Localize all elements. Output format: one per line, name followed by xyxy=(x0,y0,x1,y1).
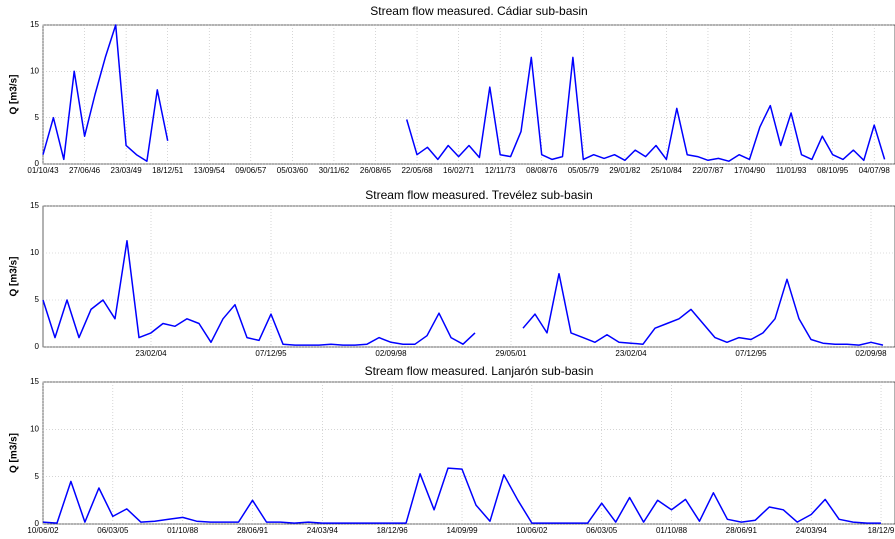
chart-title: Stream flow measured. Trevélez sub-basin xyxy=(365,188,592,202)
y-tick-label: 0 xyxy=(35,342,40,351)
x-tick-label: 28/06/91 xyxy=(726,526,758,535)
x-tick-label: 16/02/71 xyxy=(443,166,475,175)
x-tick-label: 24/03/94 xyxy=(796,526,828,535)
x-tick-label: 02/09/98 xyxy=(375,349,407,358)
y-tick-label: 0 xyxy=(35,159,40,168)
y-axis-label: Q [m3/s] xyxy=(9,74,20,114)
x-tick-label: 08/08/76 xyxy=(526,166,558,175)
y-tick-label: 15 xyxy=(30,201,39,210)
x-tick-label: 18/12/9 xyxy=(868,526,895,535)
x-tick-label: 22/07/87 xyxy=(692,166,724,175)
x-tick-label: 27/06/46 xyxy=(69,166,101,175)
plot-area xyxy=(42,24,895,165)
flow-line xyxy=(42,240,884,346)
y-tick-label: 5 xyxy=(35,295,40,304)
x-tick-label: 12/11/73 xyxy=(485,166,516,175)
x-tick-label: 29/01/82 xyxy=(609,166,641,175)
x-tick-label: 22/05/68 xyxy=(401,166,433,175)
x-tick-label: 05/03/60 xyxy=(277,166,309,175)
x-tick-label: 01/10/88 xyxy=(656,526,688,535)
y-axis-label: Q [m3/s] xyxy=(9,256,20,296)
x-tick-label: 10/06/02 xyxy=(27,526,59,535)
x-tick-label: 30/11/62 xyxy=(319,166,350,175)
x-tick-label: 18/12/51 xyxy=(152,166,184,175)
x-tick-label: 06/03/05 xyxy=(586,526,618,535)
flow-line xyxy=(42,24,886,162)
x-tick-label: 01/10/43 xyxy=(27,166,59,175)
plot-area xyxy=(42,381,895,525)
y-tick-label: 15 xyxy=(30,377,39,386)
y-tick-label: 5 xyxy=(35,472,40,481)
chart-title: Stream flow measured. Cádiar sub-basin xyxy=(370,4,587,18)
x-tick-label: 10/06/02 xyxy=(516,526,548,535)
x-tick-label: 05/05/79 xyxy=(568,166,600,175)
x-tick-label: 26/08/65 xyxy=(360,166,392,175)
x-tick-label: 02/09/98 xyxy=(855,349,887,358)
x-tick-label: 18/12/96 xyxy=(377,526,409,535)
flow-line xyxy=(42,467,881,524)
x-tick-label: 28/06/91 xyxy=(237,526,269,535)
x-tick-label: 13/09/54 xyxy=(194,166,226,175)
y-axis-label: Q [m3/s] xyxy=(9,433,20,473)
x-tick-label: 07/12/95 xyxy=(255,349,287,358)
x-tick-label: 01/10/88 xyxy=(167,526,199,535)
x-tick-label: 04/07/98 xyxy=(859,166,891,175)
y-tick-label: 5 xyxy=(35,113,40,122)
x-tick-label: 29/05/01 xyxy=(495,349,527,358)
x-tick-label: 25/10/84 xyxy=(651,166,683,175)
x-tick-label: 11/01/93 xyxy=(776,166,807,175)
chart-title: Stream flow measured. Lanjarón sub-basin xyxy=(365,364,594,378)
x-tick-label: 23/02/04 xyxy=(135,349,167,358)
x-tick-label: 24/03/94 xyxy=(307,526,339,535)
y-tick-label: 10 xyxy=(30,66,39,75)
y-tick-label: 10 xyxy=(30,424,39,433)
x-tick-label: 14/09/99 xyxy=(446,526,478,535)
y-tick-label: 15 xyxy=(30,20,39,29)
plot-area xyxy=(42,205,895,348)
x-tick-label: 07/12/95 xyxy=(735,349,767,358)
y-tick-label: 10 xyxy=(30,248,39,257)
x-tick-label: 23/03/49 xyxy=(111,166,143,175)
x-tick-label: 17/04/90 xyxy=(734,166,766,175)
x-tick-label: 09/06/57 xyxy=(235,166,267,175)
x-tick-label: 06/03/05 xyxy=(97,526,129,535)
y-tick-label: 0 xyxy=(35,519,40,528)
x-tick-label: 23/02/04 xyxy=(615,349,647,358)
x-tick-label: 08/10/95 xyxy=(817,166,849,175)
